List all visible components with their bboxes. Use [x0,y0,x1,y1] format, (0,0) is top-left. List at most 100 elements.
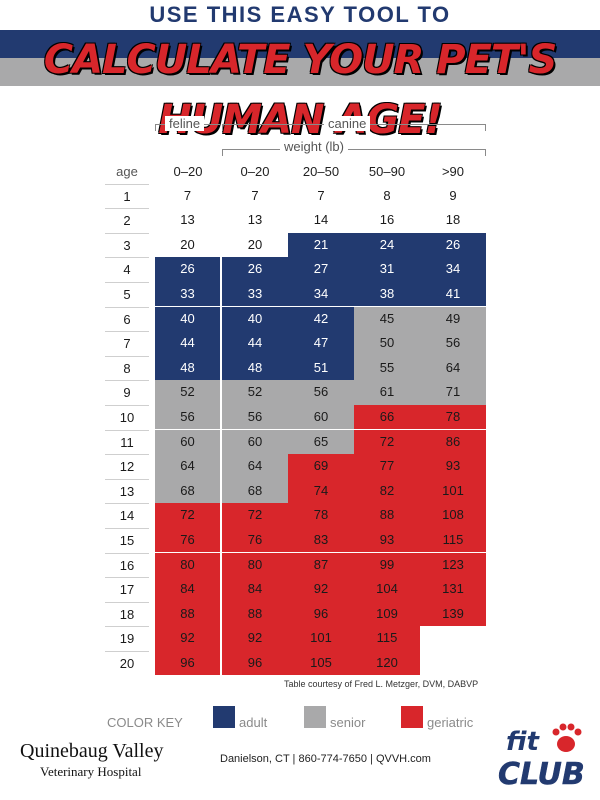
table-cell-geriatric: 105 [288,650,354,676]
paw-icon [552,723,582,752]
table-cell-adult: 44 [222,331,288,356]
table-cell-geriatric: 88 [354,503,420,528]
table-cell-geriatric: 96 [155,650,220,676]
table-cell-geriatric: 109 [354,601,420,627]
table-cell-white: 18 [420,208,486,233]
geriatric-key-label: geriatric [427,715,474,730]
table-cell-senior: 68 [155,478,220,504]
age-cell: 6 [105,306,149,332]
age-cell: 5 [105,281,149,307]
table-cell-adult: 31 [354,257,420,282]
age-cell: 1 [105,183,149,209]
table-cell-white: 9 [420,183,486,209]
table-cell-adult: 33 [155,281,220,307]
table-cell-adult: 38 [354,281,420,307]
club-word: CLUB [498,757,585,792]
table-cell-white: 16 [354,208,420,233]
table-cell-adult: 21 [288,232,354,258]
feline-canine-divider [220,253,222,671]
table-cell-senior: 56 [420,331,486,356]
table-cell-geriatric: 86 [420,429,486,455]
table-cell-geriatric: 83 [288,527,354,553]
table-cell-geriatric: 93 [354,527,420,553]
column-header-feline: 0–20 [173,164,203,179]
table-cell-adult: 26 [155,257,220,282]
header-band-navy [0,30,600,58]
table-cell-geriatric: 74 [288,478,354,504]
age-cell: 15 [105,527,149,553]
age-cell: 4 [105,257,149,282]
table-cell-senior: 45 [354,306,420,332]
table-cell-senior: 49 [420,306,486,332]
table-cell-adult: 33 [222,281,288,307]
table-cell-white [420,626,486,651]
table-cell-geriatric: 99 [354,552,420,578]
age-cell: 2 [105,208,149,233]
senior-swatch [304,706,326,728]
table-cell-adult: 40 [155,306,220,332]
table-cell-white [420,650,486,676]
table-cell-geriatric: 72 [222,503,288,528]
clinic-subtitle: Veterinary Hospital [40,764,142,779]
table-cell-senior: 60 [155,429,220,455]
column-header-canine-medium: 20–50 [302,164,340,179]
table-cell-geriatric: 78 [288,503,354,528]
table-cell-geriatric: 139 [420,601,486,627]
age-cell: 18 [105,601,149,627]
table-cell-senior: 50 [354,331,420,356]
table-cell-adult: 48 [155,355,220,381]
table-cell-adult: 34 [420,257,486,282]
table-cell-adult: 40 [222,306,288,332]
table-cell-geriatric: 93 [420,454,486,479]
senior-key-label: senior [330,715,366,730]
age-cell: 10 [105,404,149,430]
age-cell: 3 [105,232,149,258]
table-cell-geriatric: 92 [288,577,354,602]
table-cell-white: 8 [354,183,420,209]
table-cell-white: 14 [288,208,354,233]
clinic-name: Quinebaug Valley [20,740,164,762]
weight-bracket [222,149,486,156]
table-cell-geriatric: 115 [354,626,420,651]
table-cell-senior: 65 [288,429,354,455]
age-cell: 7 [105,331,149,356]
table-cell-senior: 71 [420,380,486,405]
table-cell-geriatric: 69 [288,454,354,479]
geriatric-swatch [401,706,423,728]
table-cell-adult: 42 [288,306,354,332]
color-key-title: COLOR KEY [107,715,183,730]
table-cell-adult: 44 [155,331,220,356]
table-cell-white: 7 [155,183,220,209]
table-cell-senior: 52 [155,380,220,405]
table-cell-adult: 48 [222,355,288,381]
age-cell: 19 [105,626,149,651]
table-cell-geriatric: 72 [354,429,420,455]
table-cell-adult: 26 [222,257,288,282]
table-cell-geriatric: 76 [222,527,288,553]
table-cell-white: 7 [288,183,354,209]
table-cell-senior: 56 [155,404,220,430]
table-cell-adult: 41 [420,281,486,307]
table-cell-senior: 55 [354,355,420,381]
age-cell: 9 [105,380,149,405]
table-cell-geriatric: 80 [222,552,288,578]
table-cell-senior: 60 [288,404,354,430]
age-cell: 14 [105,503,149,528]
table-cell-senior: 56 [222,404,288,430]
column-header-canine-giant: >90 [441,164,465,179]
table-cell-geriatric: 84 [155,577,220,602]
table-cell-senior: 52 [222,380,288,405]
adult-swatch [213,706,235,728]
table-credit: Table courtesy of Fred L. Metzger, DVM, … [284,679,479,689]
table-cell-white: 13 [222,208,288,233]
table-cell-senior: 68 [222,478,288,504]
table-cell-geriatric: 82 [354,478,420,504]
table-cell-geriatric: 131 [420,577,486,602]
contact-info: Danielson, CT | 860-774-7650 | QVVH.com [220,753,431,765]
age-cell: 20 [105,650,149,676]
age-cell: 12 [105,454,149,479]
table-cell-geriatric: 104 [354,577,420,602]
table-cell-geriatric: 120 [354,650,420,676]
headline-main: CALCULATE YOUR PET'S HUMAN AGE! [43,37,558,143]
table-cell-geriatric: 108 [420,503,486,528]
